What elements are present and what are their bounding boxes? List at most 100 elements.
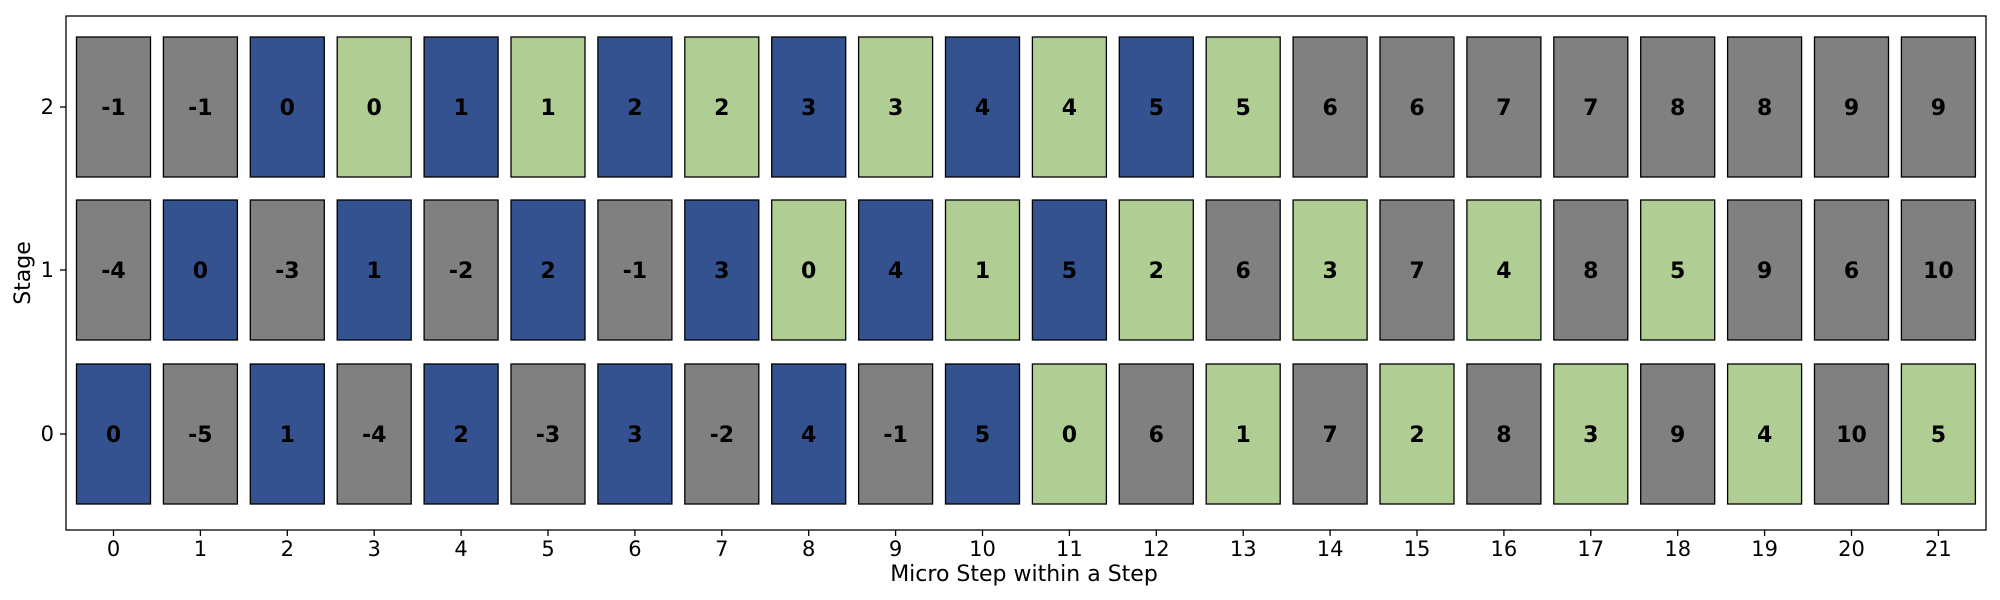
cell-label-stage0-step16: 8 xyxy=(1496,423,1511,448)
cell-label-stage0-step10: 5 xyxy=(975,423,990,448)
cell-stage0-step10 xyxy=(944,363,1021,505)
x-tick-label: 10 xyxy=(969,537,996,561)
cell-label-stage2-step7: 2 xyxy=(714,96,729,121)
cell-label-stage2-step17: 7 xyxy=(1583,96,1598,121)
cell-label-stage1-step3: 1 xyxy=(367,259,382,284)
cell-label-stage1-step6: -1 xyxy=(623,259,647,284)
cell-label-stage0-step1: -5 xyxy=(188,423,212,448)
cell-stage0-step16 xyxy=(1466,363,1542,505)
cell-label-stage1-step15: 7 xyxy=(1409,259,1424,284)
cell-stage1-step11 xyxy=(1031,199,1108,341)
cell-label-stage1-step14: 3 xyxy=(1322,259,1337,284)
cell-stage2-step18 xyxy=(1640,36,1716,178)
cell-stage1-step19 xyxy=(1726,199,1803,341)
cell-label-stage0-step2: 1 xyxy=(280,423,295,448)
cell-label-stage1-step16: 4 xyxy=(1496,259,1511,284)
cell-label-stage0-step13: 1 xyxy=(1236,423,1251,448)
x-tick-label: 2 xyxy=(281,537,294,561)
cell-label-stage0-step11: 0 xyxy=(1062,423,1077,448)
x-tick-label: 3 xyxy=(368,537,381,561)
cell-stage0-step17 xyxy=(1553,363,1629,505)
cell-stage1-step2 xyxy=(249,199,325,341)
cell-stage0-step13 xyxy=(1205,363,1281,505)
cell-stage2-step11 xyxy=(1031,36,1108,178)
cell-label-stage2-step0: -1 xyxy=(101,96,125,121)
plot-frame xyxy=(65,15,1987,531)
cell-label-stage2-step21: 9 xyxy=(1931,96,1946,121)
cell-label-stage1-step13: 6 xyxy=(1236,259,1251,284)
cell-label-stage1-step9: 4 xyxy=(888,259,903,284)
cell-label-stage2-step12: 5 xyxy=(1149,96,1164,121)
x-axis-label: Micro Step within a Step xyxy=(890,562,1158,587)
x-tick-label: 18 xyxy=(1664,537,1691,561)
cell-stage2-step19 xyxy=(1726,36,1803,178)
cell-stage1-step1 xyxy=(162,199,239,341)
y-tick-label: 2 xyxy=(41,95,54,119)
cell-stage0-step19 xyxy=(1726,363,1803,505)
cell-label-stage0-step7: -2 xyxy=(710,423,734,448)
cell-stage2-step12 xyxy=(1118,36,1194,178)
y-tick-label: 0 xyxy=(41,422,54,446)
cell-stage1-step17 xyxy=(1553,199,1629,341)
cell-label-stage1-step10: 1 xyxy=(975,259,990,284)
cell-label-stage0-step21: 5 xyxy=(1931,423,1946,448)
x-tick-label: 6 xyxy=(628,537,641,561)
cell-stage2-step4 xyxy=(423,36,499,178)
cell-stage2-step13 xyxy=(1205,36,1281,178)
x-tick-label: 7 xyxy=(715,537,728,561)
cell-stage1-step13 xyxy=(1205,199,1281,341)
y-tick-label: 1 xyxy=(41,258,54,282)
cell-stage1-step4 xyxy=(423,199,499,341)
cell-stage1-step14 xyxy=(1292,199,1368,341)
cell-label-stage0-step18: 9 xyxy=(1670,423,1685,448)
cell-label-stage0-step20: 10 xyxy=(1836,423,1867,448)
cell-stage1-step15 xyxy=(1379,199,1455,341)
cell-label-stage1-step18: 5 xyxy=(1670,259,1685,284)
cell-label-stage2-step20: 9 xyxy=(1844,96,1859,121)
cell-label-stage1-step11: 5 xyxy=(1062,259,1077,284)
cell-label-stage1-step19: 9 xyxy=(1757,259,1772,284)
cell-label-stage2-step9: 3 xyxy=(888,96,903,121)
cell-stage0-step0 xyxy=(75,363,152,505)
cell-stage1-step3 xyxy=(336,199,412,341)
x-tick-label: 16 xyxy=(1491,537,1518,561)
cell-label-stage0-step5: -3 xyxy=(536,423,560,448)
cell-label-stage2-step1: -1 xyxy=(188,96,212,121)
cell-stage2-step8 xyxy=(771,36,847,178)
cell-stage2-step5 xyxy=(510,36,586,178)
cell-label-stage2-step13: 5 xyxy=(1236,96,1251,121)
cell-stage1-step9 xyxy=(857,199,934,341)
cell-label-stage2-step10: 4 xyxy=(975,96,990,121)
cell-label-stage2-step4: 1 xyxy=(453,96,468,121)
cell-label-stage0-step0: 0 xyxy=(106,423,121,448)
cell-stage2-step15 xyxy=(1379,36,1455,178)
cell-stage0-step7 xyxy=(684,363,760,505)
cell-stage1-step7 xyxy=(684,199,760,341)
cell-stage1-step12 xyxy=(1118,199,1194,341)
x-tick-label: 1 xyxy=(194,537,207,561)
cell-stage0-step18 xyxy=(1640,363,1716,505)
cell-stage0-step21 xyxy=(1900,363,1977,505)
cell-stage2-step6 xyxy=(597,36,673,178)
cell-stage2-step16 xyxy=(1466,36,1542,178)
x-tick-label: 13 xyxy=(1230,537,1257,561)
cell-stage2-step17 xyxy=(1553,36,1629,178)
cell-label-stage2-step16: 7 xyxy=(1496,96,1511,121)
cell-label-stage0-step19: 4 xyxy=(1757,423,1772,448)
cell-label-stage1-step2: -3 xyxy=(275,259,299,284)
x-tick-label: 14 xyxy=(1317,537,1344,561)
cell-label-stage0-step4: 2 xyxy=(453,423,468,448)
cell-label-stage2-step19: 8 xyxy=(1757,96,1772,121)
cell-label-stage2-step11: 4 xyxy=(1062,96,1077,121)
x-tick-label: 5 xyxy=(541,537,554,561)
x-tick-label: 9 xyxy=(889,537,902,561)
cell-stage2-step10 xyxy=(944,36,1021,178)
x-tick-label: 19 xyxy=(1751,537,1778,561)
cell-label-stage1-step20: 6 xyxy=(1844,259,1859,284)
cell-label-stage1-step21: 10 xyxy=(1923,259,1954,284)
cell-label-stage0-step9: -1 xyxy=(883,423,907,448)
cell-stage0-step6 xyxy=(597,363,673,505)
cell-label-stage1-step7: 3 xyxy=(714,259,729,284)
cell-stage2-step0 xyxy=(75,36,152,178)
